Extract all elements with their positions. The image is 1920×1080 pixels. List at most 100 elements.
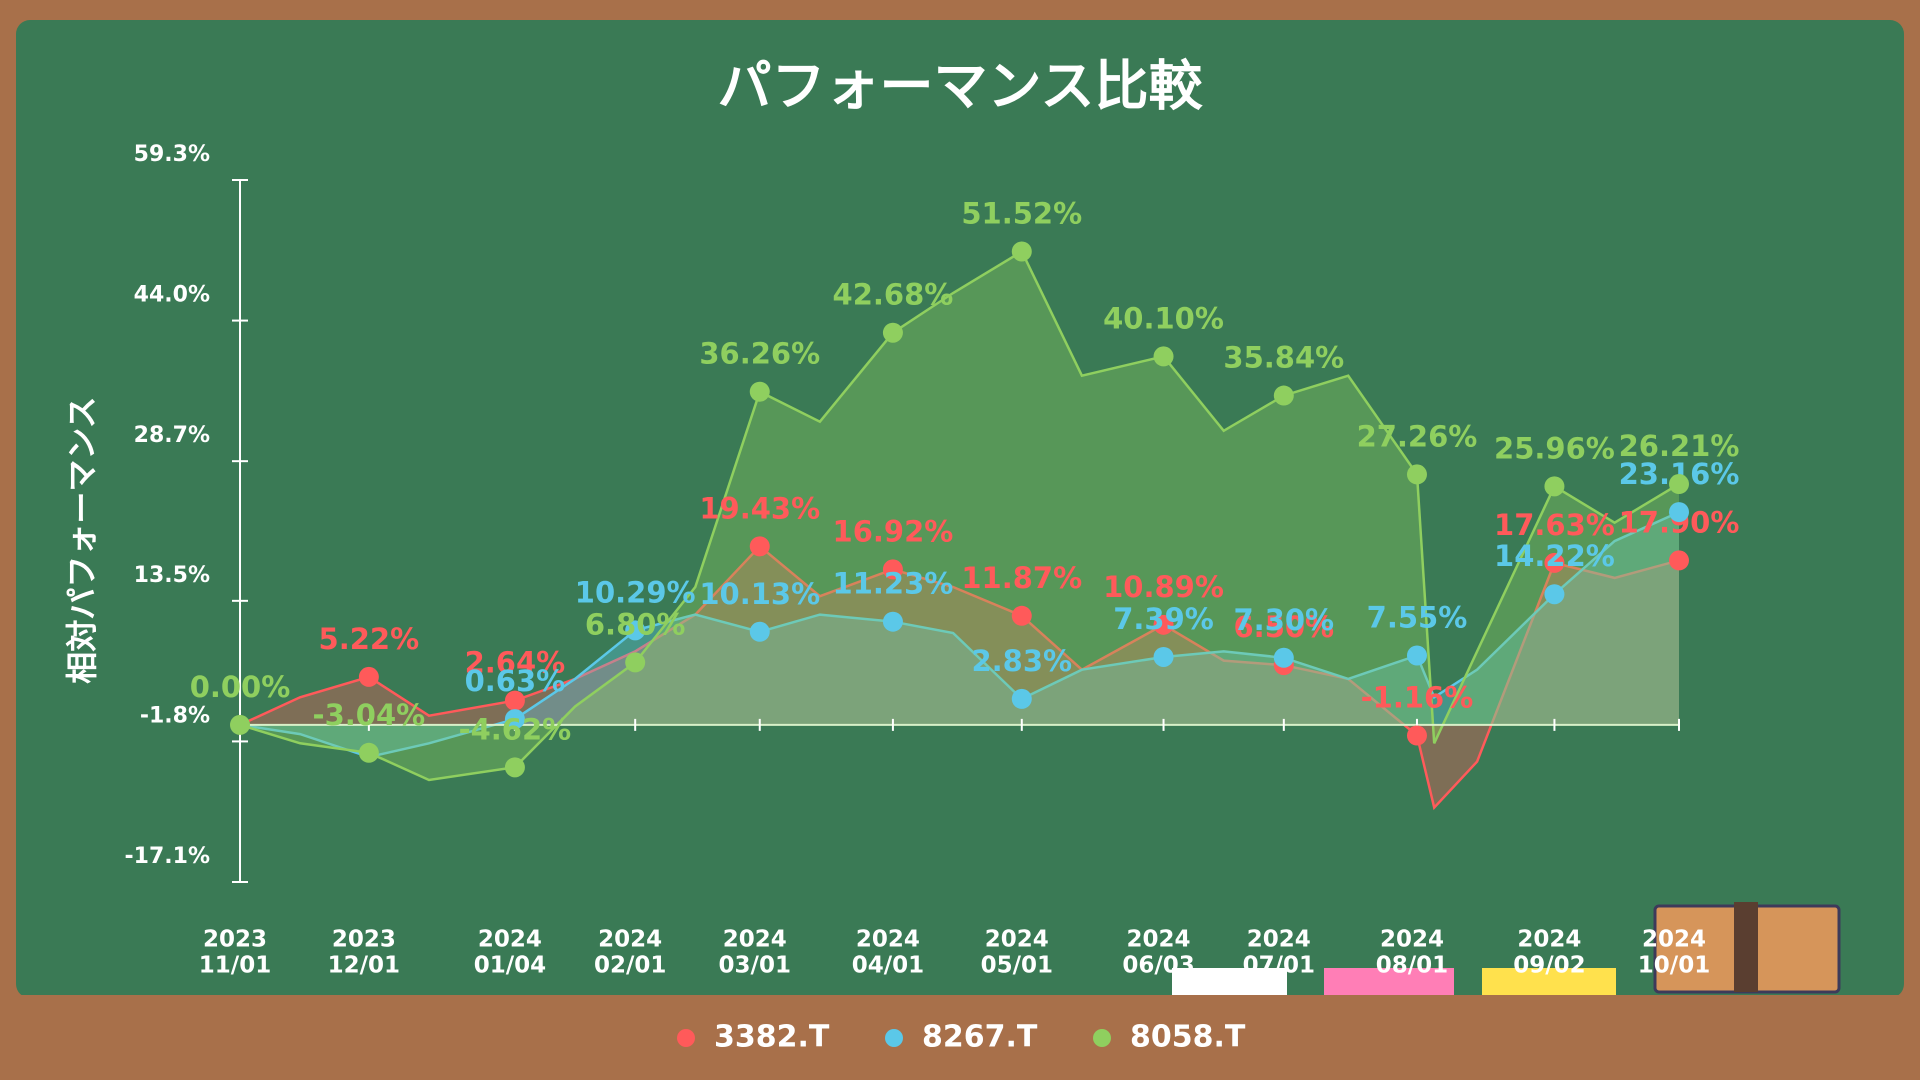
- y-tick-label: 59.3%: [134, 142, 210, 167]
- chalk-white: [1172, 968, 1287, 995]
- plot-area: -17.1%-1.8%13.5%28.7%44.0%59.3%202311/01…: [125, 142, 1740, 979]
- series-area: [240, 546, 1679, 808]
- data-point: [1406, 464, 1427, 485]
- data-point: [504, 690, 525, 711]
- data-label: 2.83%: [971, 644, 1072, 678]
- x-tick-label: 01/04: [474, 953, 546, 979]
- x-tick-label: 08/01: [1376, 953, 1448, 979]
- legend-swatch: [885, 1029, 903, 1047]
- x-tick-label: 2024: [1247, 927, 1311, 953]
- legend-label: 8267.T: [922, 1020, 1038, 1055]
- data-label: 14.22%: [1494, 539, 1615, 573]
- data-point: [1406, 645, 1427, 666]
- data-label: 7.55%: [1367, 601, 1468, 635]
- chart-title: パフォーマンス比較: [718, 55, 1204, 118]
- data-point: [230, 714, 250, 735]
- x-tick-label: 2024: [723, 927, 787, 953]
- data-point: [1669, 550, 1689, 571]
- x-tick-label: 09/02: [1513, 953, 1585, 979]
- data-point: [749, 621, 770, 642]
- data-label: 10.13%: [699, 577, 820, 611]
- data-point: [1669, 502, 1689, 523]
- y-tick-label: 44.0%: [134, 283, 210, 308]
- data-label: 10.29%: [575, 575, 696, 609]
- x-tick-label: 2024: [985, 927, 1049, 953]
- data-label: 27.26%: [1357, 419, 1478, 453]
- data-label: 35.84%: [1223, 341, 1344, 375]
- data-label: 26.21%: [1619, 429, 1740, 463]
- x-tick-label: 2024: [478, 927, 542, 953]
- data-label: -1.16%: [1361, 681, 1474, 715]
- legend: 3382.T 8267.T 8058.T: [677, 1020, 1246, 1055]
- data-point: [1273, 647, 1294, 668]
- data-label: 11.23%: [833, 567, 954, 601]
- data-point: [749, 536, 770, 557]
- data-point: [1544, 584, 1565, 605]
- chalk-pink: [1324, 968, 1454, 995]
- data-point: [625, 652, 646, 673]
- x-tick-label: 11/01: [199, 953, 271, 979]
- data-point: [1011, 241, 1032, 262]
- y-tick-label: -17.1%: [125, 844, 210, 869]
- data-label: 19.43%: [699, 491, 820, 525]
- data-label: 7.30%: [1234, 603, 1335, 637]
- data-point: [1153, 346, 1174, 367]
- y-tick-label: 28.7%: [134, 423, 210, 448]
- x-tick-label: 04/01: [852, 953, 924, 979]
- series-line: [239, 510, 1680, 759]
- x-tick-label: 06/03: [1122, 953, 1194, 979]
- data-point: [504, 709, 525, 730]
- data-point: [882, 322, 903, 343]
- data-point: [1406, 725, 1427, 746]
- eraser-band: [1734, 902, 1758, 992]
- data-label: 6.50%: [1234, 610, 1335, 644]
- x-tick-label: 2023: [203, 927, 267, 953]
- data-label: 6.80%: [585, 607, 686, 641]
- data-label: -4.62%: [459, 712, 572, 746]
- data-label: 16.92%: [833, 514, 954, 548]
- data-label: 11.87%: [961, 561, 1082, 595]
- data-point: [1669, 474, 1689, 495]
- chalk-tray: [0, 995, 1920, 1080]
- x-tick-label: 10/01: [1638, 953, 1710, 979]
- series-area: [240, 251, 1679, 780]
- legend-swatch: [677, 1029, 695, 1047]
- x-tick-label: 2024: [1127, 927, 1191, 953]
- data-point: [882, 559, 903, 580]
- data-point: [1544, 476, 1565, 497]
- x-tick-label: 2024: [1642, 927, 1706, 953]
- x-tick-label: 12/01: [328, 953, 400, 979]
- data-label: 42.68%: [833, 278, 954, 312]
- data-point: [1544, 552, 1565, 573]
- data-label: 51.52%: [961, 196, 1082, 230]
- x-tick-label: 05/01: [981, 953, 1053, 979]
- data-point: [1153, 614, 1174, 635]
- series-line: [239, 544, 1680, 811]
- x-tick-label: 2024: [856, 927, 920, 953]
- x-tick-label: 2024: [1517, 927, 1581, 953]
- data-point: [1011, 688, 1032, 709]
- data-point: [749, 381, 770, 402]
- data-point: [1153, 646, 1174, 667]
- x-tick-label: 2023: [332, 927, 396, 953]
- data-label: 40.10%: [1103, 301, 1224, 335]
- series-area: [240, 512, 1679, 757]
- chalk-yellow: [1482, 968, 1616, 995]
- series-line: [239, 249, 1680, 782]
- data-point: [504, 757, 525, 778]
- data-label: 2.64%: [465, 646, 566, 680]
- legend-label: 3382.T: [714, 1020, 830, 1055]
- data-point: [1011, 605, 1032, 626]
- chalkboard: [16, 20, 1904, 998]
- data-point: [882, 611, 903, 632]
- legend-label: 8058.T: [1130, 1020, 1246, 1055]
- y-axis-label: 相対パフォーマンス: [63, 396, 101, 683]
- data-label: 10.89%: [1103, 570, 1224, 604]
- x-tick-label: 03/01: [719, 953, 791, 979]
- x-tick-label: 2024: [1380, 927, 1444, 953]
- data-label: 36.26%: [699, 337, 820, 371]
- x-tick-label: 07/01: [1243, 953, 1315, 979]
- data-point: [358, 742, 379, 763]
- x-tick-label: 2024: [598, 927, 662, 953]
